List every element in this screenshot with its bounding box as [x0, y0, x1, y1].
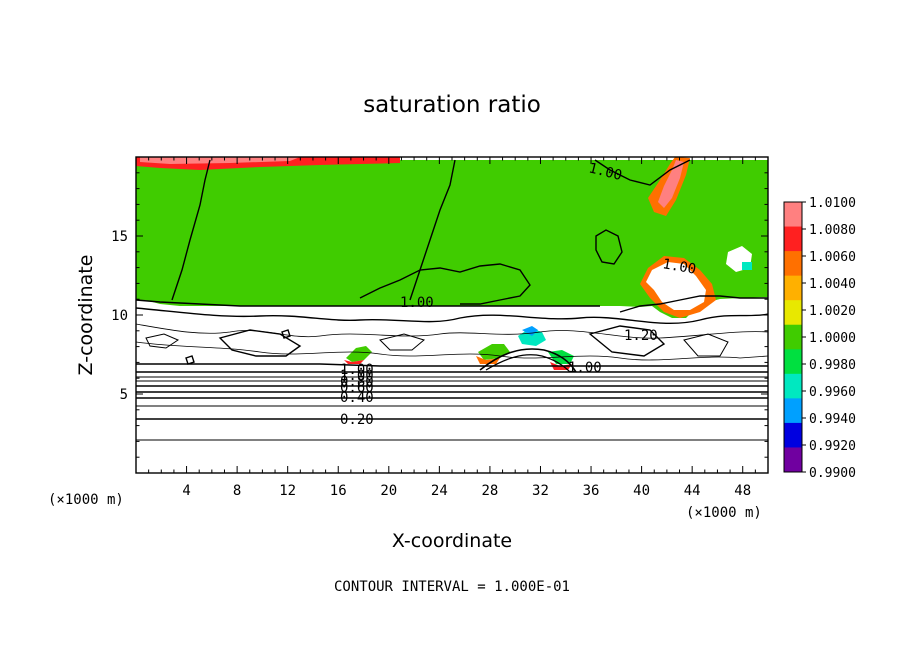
contour-label: 1.00	[340, 368, 374, 384]
colorbar-segment	[784, 447, 802, 473]
contour-label: 1.20	[624, 328, 658, 344]
x-tick-label: 8	[233, 483, 241, 499]
contour-label-group: 1.00 1.00 1.00 1.00 1.00 1.20 1.00 0.80 …	[340, 160, 697, 428]
plot-area	[136, 157, 768, 473]
colorbar-label: 0.9920	[809, 439, 856, 454]
low-cloud-patch-1	[346, 346, 372, 362]
colorbar-segment	[784, 398, 802, 424]
x-axis-unit-right: (×1000 m)	[686, 505, 762, 521]
colorbar-segment	[784, 349, 802, 375]
colorbar-segment	[784, 300, 802, 326]
x-axis-unit-left: (×1000 m)	[48, 492, 124, 508]
x-tick-label: 36	[583, 483, 600, 499]
x-tick-label: 24	[431, 483, 448, 499]
colorbar-label: 1.0020	[809, 304, 856, 319]
contour-label: 0.60	[340, 380, 374, 396]
colorbar-segment	[784, 275, 802, 301]
upper-boundary-peak	[140, 157, 300, 164]
chart-title: saturation ratio	[363, 92, 541, 118]
contour-label: 0.80	[340, 374, 374, 390]
contour-lines	[136, 159, 768, 441]
y-axis-label: Z-coordinate	[75, 255, 97, 376]
colorbar-segment	[784, 373, 802, 399]
contour-label: 1.00	[340, 362, 374, 378]
x-axis-label: X-coordinate	[392, 530, 512, 552]
colorbar-label: 0.9960	[809, 385, 856, 400]
x-tick-label: 32	[532, 483, 549, 499]
x-tick-label: 20	[380, 483, 397, 499]
colorbar-label: 0.9940	[809, 412, 856, 427]
colorbar-segment	[784, 324, 802, 350]
x-tick-label: 16	[330, 483, 347, 499]
x-axis: 4 8 12 16 20 24 28 32 36 40 44 48	[148, 157, 756, 499]
x-tick-label: 40	[633, 483, 650, 499]
right-edge-marker	[742, 262, 752, 270]
contour-label: 0.40	[340, 390, 374, 406]
y-tick-label: 15	[111, 229, 128, 245]
contour-interval-note: CONTOUR INTERVAL = 1.000E-01	[334, 579, 570, 595]
contour-label: 1.00	[568, 360, 602, 376]
x-tick-label: 44	[684, 483, 701, 499]
x-tick-label: 28	[481, 483, 498, 499]
x-tick-label: 12	[279, 483, 296, 499]
colorbar-label: 1.0100	[809, 196, 856, 211]
colorbar-segment	[784, 422, 802, 448]
upper-right-plume-core	[658, 160, 684, 208]
colorbar-label: 1.0040	[809, 277, 856, 292]
low-cloud-patch-2-blue	[522, 326, 538, 336]
colorbar-segment	[784, 226, 802, 252]
contour-label: 1.00	[587, 160, 624, 184]
colorbar-segment	[784, 202, 802, 228]
y-tick-label: 10	[111, 308, 128, 324]
low-cloud-patch-1-rim	[344, 360, 364, 364]
colorbar-segment	[784, 251, 802, 277]
x-tick-label: 48	[734, 483, 751, 499]
colorbar: 1.0100 1.0080 1.0060 1.0040 1.0020 1.0000 0.99…	[783, 196, 856, 481]
y-tick-label: 5	[120, 387, 128, 403]
colorbar-label: 1.0060	[809, 250, 856, 265]
colorbar-label: 0.9900	[809, 466, 856, 481]
y-axis: 5 10 15	[111, 172, 768, 458]
colorbar-label: 1.0000	[809, 331, 856, 346]
contour-label: 1.00	[400, 295, 434, 311]
contour-label: 0.20	[340, 412, 374, 428]
colorbar-label: 0.9980	[809, 358, 856, 373]
colorbar-label: 1.0080	[809, 223, 856, 238]
low-cloud-patch-3-rim	[476, 356, 500, 364]
saturation-field-region	[136, 160, 768, 318]
x-tick-label: 4	[182, 483, 190, 499]
contour-label: 1.00	[661, 256, 697, 278]
